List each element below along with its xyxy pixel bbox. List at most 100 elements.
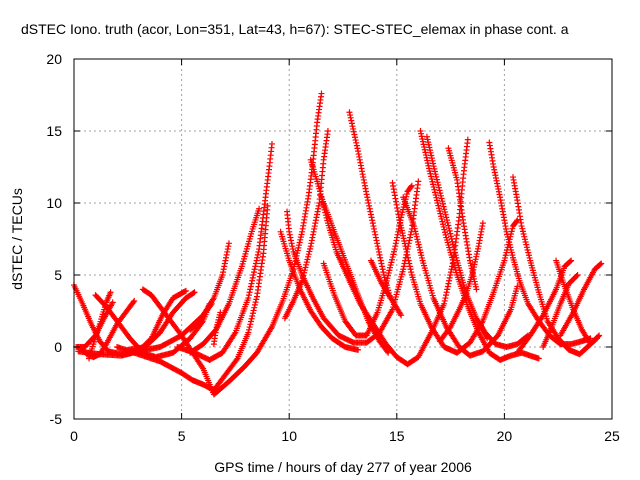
data-point [523, 241, 530, 248]
data-point [287, 234, 294, 241]
data-point [430, 163, 437, 170]
data-point [349, 123, 356, 130]
data-point [250, 307, 257, 314]
data-point [427, 147, 434, 154]
x-tick-label: 15 [389, 428, 405, 444]
data-point [442, 211, 449, 218]
data-point [439, 218, 446, 225]
data-point [448, 266, 455, 273]
data-series [187, 300, 215, 333]
data-point [446, 325, 453, 332]
data-point [373, 237, 380, 244]
data-point [437, 210, 444, 217]
data-point [451, 246, 458, 253]
data-point [595, 333, 602, 340]
data-point [423, 152, 430, 159]
data-point [430, 181, 437, 188]
data-point [254, 254, 261, 261]
data-point [350, 128, 357, 135]
data-point [432, 192, 439, 199]
data-point [372, 231, 379, 238]
data-point [403, 248, 410, 255]
data-point [415, 241, 422, 248]
data-point [288, 237, 295, 244]
data-point [109, 299, 116, 306]
data-point [424, 157, 431, 164]
data-point [252, 299, 259, 306]
data-point [367, 208, 374, 215]
data-point [448, 233, 455, 240]
data-point [353, 142, 360, 149]
data-series [514, 257, 575, 356]
data-point [519, 228, 526, 235]
data-point [525, 249, 532, 256]
data-point [367, 211, 374, 218]
data-point [525, 252, 532, 259]
data-point [441, 297, 448, 304]
data-point [400, 263, 407, 270]
data-point [217, 309, 224, 316]
data-point [247, 321, 254, 328]
data-point [448, 236, 455, 242]
data-point [418, 133, 425, 140]
data-point [378, 260, 385, 267]
data-point [387, 264, 394, 271]
x-tick-label: 20 [497, 428, 513, 444]
data-point [449, 238, 456, 245]
data-point [408, 182, 415, 189]
data-series [124, 289, 198, 353]
data-point [442, 295, 449, 302]
data-point [509, 225, 516, 232]
data-series [436, 220, 486, 345]
data-series [540, 272, 581, 350]
data-point [421, 146, 428, 153]
data-point [446, 274, 453, 281]
data-point [479, 220, 486, 227]
data-point [301, 269, 308, 276]
data-point [412, 228, 419, 235]
y-axis-label: dSTEC / TECUs [9, 188, 25, 290]
data-point [426, 168, 433, 175]
data-point [251, 266, 258, 273]
data-point [352, 137, 359, 144]
data-point [245, 292, 252, 299]
data-point [444, 283, 451, 290]
data-series [174, 140, 275, 363]
data-point [440, 203, 447, 210]
data-point [366, 205, 373, 212]
data-point [411, 223, 418, 230]
data-point [445, 222, 452, 229]
data-point [435, 182, 442, 188]
data-point [387, 262, 394, 269]
data-point [372, 234, 379, 241]
data-point [375, 248, 382, 255]
data-point [430, 184, 437, 191]
data-point [245, 326, 252, 333]
data-point [431, 165, 438, 172]
y-tick-label: 15 [46, 123, 62, 139]
plot-frame [73, 58, 613, 420]
data-point [441, 226, 448, 233]
data-series [417, 128, 542, 363]
data-point [518, 223, 525, 230]
data-point [445, 225, 452, 232]
data-point [535, 355, 542, 362]
x-tick-label: 5 [178, 428, 186, 444]
data-point [408, 183, 415, 190]
x-tick-label: 10 [281, 428, 297, 444]
data-point [574, 272, 581, 278]
data-point [233, 356, 240, 363]
data-point [318, 90, 325, 97]
data-point [513, 218, 520, 225]
data-point [443, 214, 450, 221]
data-point [418, 252, 425, 259]
data-point [437, 192, 444, 199]
data-point [433, 173, 440, 180]
data-point [246, 289, 253, 296]
data-point [416, 244, 423, 251]
data-point [191, 289, 198, 296]
data-point [353, 139, 360, 146]
data-point [190, 290, 197, 296]
data-point [299, 275, 306, 282]
